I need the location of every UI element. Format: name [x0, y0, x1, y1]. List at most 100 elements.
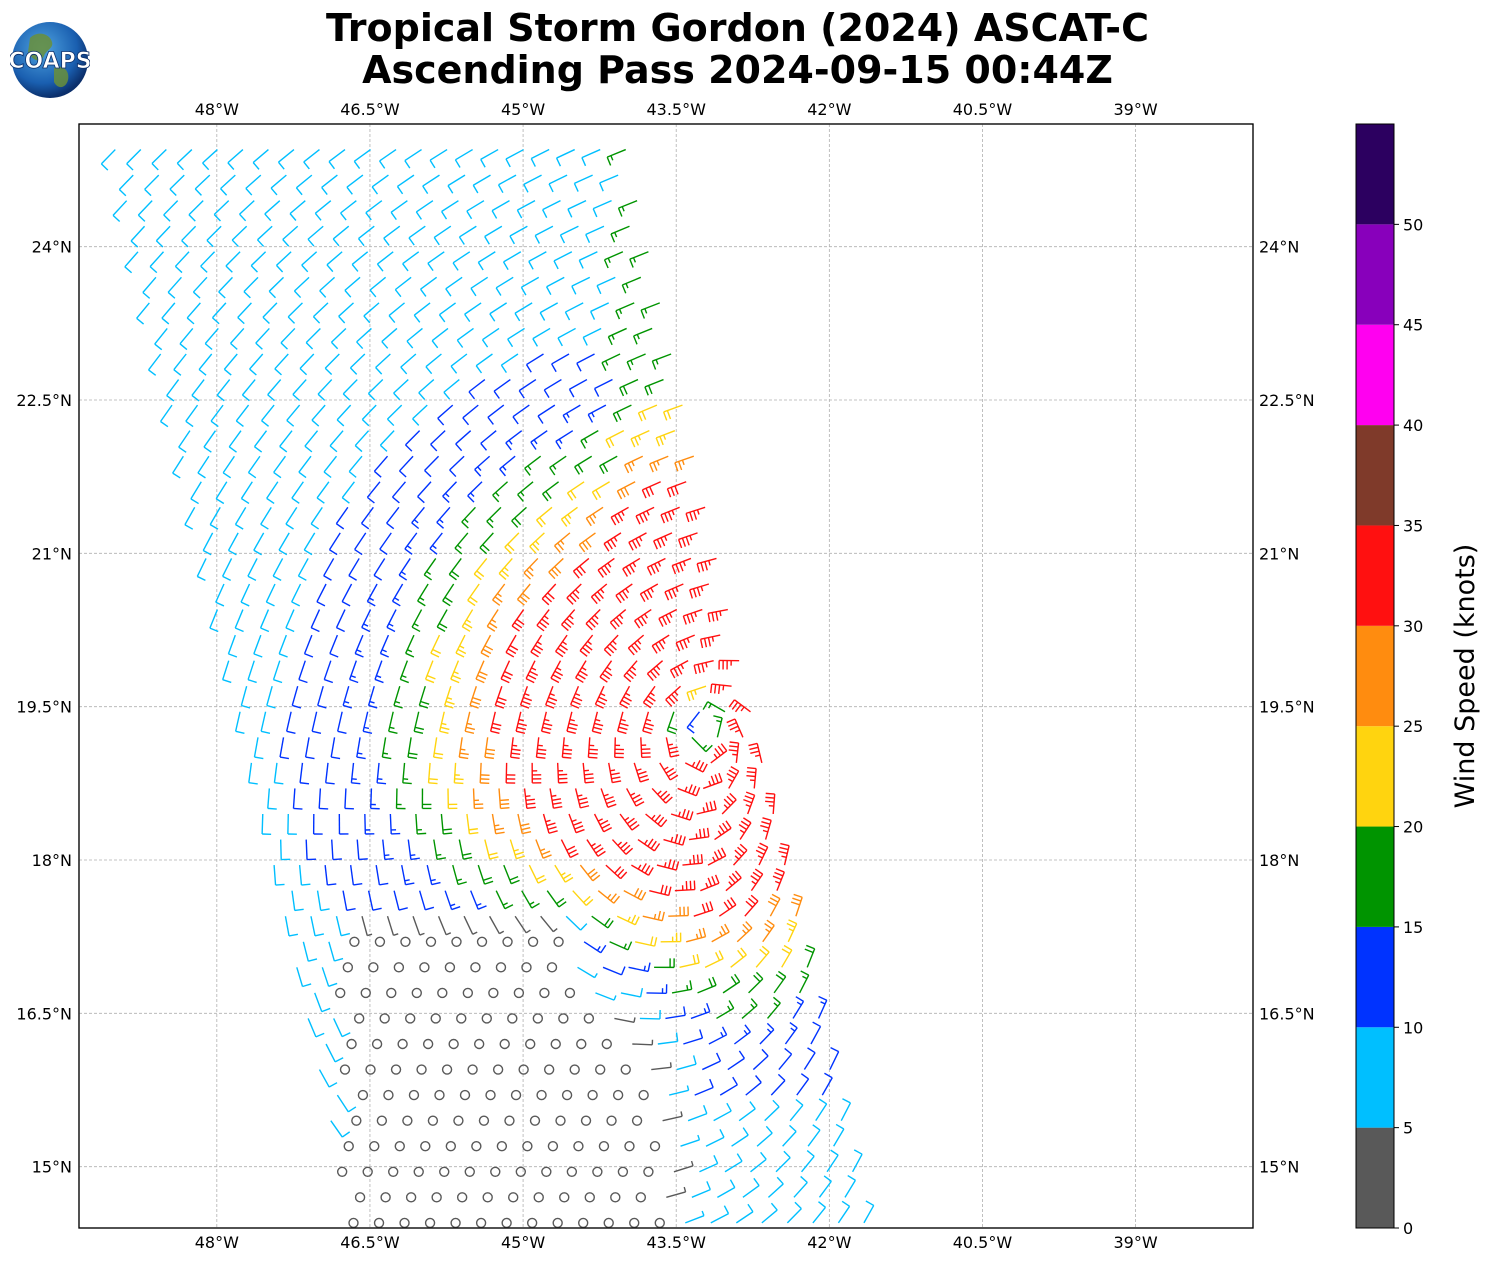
wind-barb: [599, 455, 618, 475]
wind-barb: [405, 1192, 417, 1203]
wind-barb: [396, 174, 415, 195]
wind-barb: [786, 1201, 802, 1224]
wind-barb: [419, 276, 438, 297]
wind-barb: [458, 225, 477, 245]
wind-barb: [261, 813, 272, 835]
wind-barb: [540, 711, 553, 735]
wind-barb: [413, 1166, 424, 1177]
map-title-line-2: Ascending Pass 2024-09-15 00:44Z: [362, 48, 1113, 92]
wind-barb: [699, 634, 721, 649]
wind-barb: [399, 1217, 410, 1229]
wind-barb: [159, 404, 173, 428]
wind-barb: [531, 762, 542, 784]
wind-barb: [311, 711, 322, 734]
wind-barb: [328, 941, 344, 962]
wind-barb: [243, 276, 259, 299]
wind-barb: [480, 634, 494, 658]
wind-barb: [509, 839, 526, 860]
wind-barb: [462, 987, 474, 999]
wind-barb: [197, 455, 210, 479]
wind-barb: [626, 353, 646, 371]
wind-barb: [374, 660, 384, 684]
wind-barb: [335, 609, 346, 633]
wind-barb: [579, 864, 601, 882]
wind-barb: [464, 1166, 475, 1177]
wind-barb: [215, 583, 225, 607]
wind-barb: [323, 455, 338, 479]
wind-barb: [431, 1192, 442, 1203]
lat-label-left: 15°N: [32, 1158, 72, 1177]
wind-barb: [463, 915, 478, 935]
wind-barb: [239, 200, 255, 222]
wind-barb: [147, 353, 162, 376]
wind-barb: [328, 532, 341, 556]
wind-barb: [364, 813, 375, 835]
wind-barb: [367, 890, 382, 911]
wind-barb: [335, 506, 349, 530]
wind-barb: [500, 353, 519, 374]
wind-barb: [454, 532, 469, 555]
wind-barb: [307, 1018, 325, 1038]
wind-barb: [354, 430, 370, 453]
wind-barb: [379, 148, 397, 169]
wind-barb: [340, 200, 357, 221]
wind-barb: [773, 970, 787, 994]
wind-barb: [456, 327, 474, 348]
wind-barb: [617, 200, 638, 217]
wind-barb: [480, 148, 499, 168]
wind-barb: [626, 788, 645, 807]
wind-barb: [323, 660, 334, 684]
wind-barb: [321, 174, 338, 195]
wind-barb: [292, 788, 303, 810]
wind-barb: [274, 353, 289, 376]
wind-barb: [408, 1089, 420, 1101]
wind-barb: [721, 792, 737, 815]
colorbar-tick-label: 25: [1403, 717, 1423, 736]
wind-barb: [386, 404, 403, 427]
wind-barb: [663, 834, 686, 846]
wind-barb: [176, 149, 193, 171]
wind-barb: [369, 1141, 380, 1152]
wind-barb: [466, 813, 479, 835]
wind-barb: [474, 455, 491, 477]
map-frame: [78, 123, 1254, 1229]
wind-barb: [529, 532, 545, 554]
wind-barb: [662, 1111, 683, 1122]
wind-barb: [144, 174, 160, 197]
wind-barb: [540, 915, 558, 933]
wind-barb: [577, 1217, 589, 1229]
wind-barb: [646, 984, 668, 994]
wind-barb: [332, 225, 350, 247]
wind-barb: [354, 532, 367, 556]
wind-barb: [287, 302, 303, 324]
wind-barb: [568, 813, 585, 834]
wind-barb: [755, 842, 769, 866]
wind-barb: [511, 609, 525, 632]
wind-barb: [437, 404, 454, 426]
wind-barb: [293, 276, 310, 299]
wind-barb: [732, 843, 748, 866]
wind-barb: [651, 353, 672, 370]
wind-barb: [478, 1115, 490, 1126]
wind-barb: [603, 634, 619, 657]
wind-barb: [458, 737, 469, 760]
wind-barb: [373, 1217, 385, 1229]
colorbar-tick-label: 0: [1403, 1219, 1413, 1238]
wind-barb: [330, 737, 341, 760]
wind-barb: [462, 404, 479, 426]
wind-barb: [738, 1101, 756, 1122]
wind-barb: [599, 174, 619, 192]
wind-barb: [496, 1141, 508, 1152]
wind-barb: [437, 987, 448, 999]
wind-barb: [467, 583, 480, 607]
wind-barb: [699, 1155, 719, 1173]
wind-barb: [718, 897, 737, 917]
wind-barbs: [100, 148, 875, 1229]
wind-barb: [545, 685, 558, 709]
wind-barb: [640, 302, 661, 319]
wind-barb: [413, 302, 431, 323]
wind-barb: [669, 1085, 690, 1096]
wind-barb: [658, 608, 678, 627]
wind-barb: [376, 251, 394, 272]
wind-barb: [393, 686, 403, 709]
